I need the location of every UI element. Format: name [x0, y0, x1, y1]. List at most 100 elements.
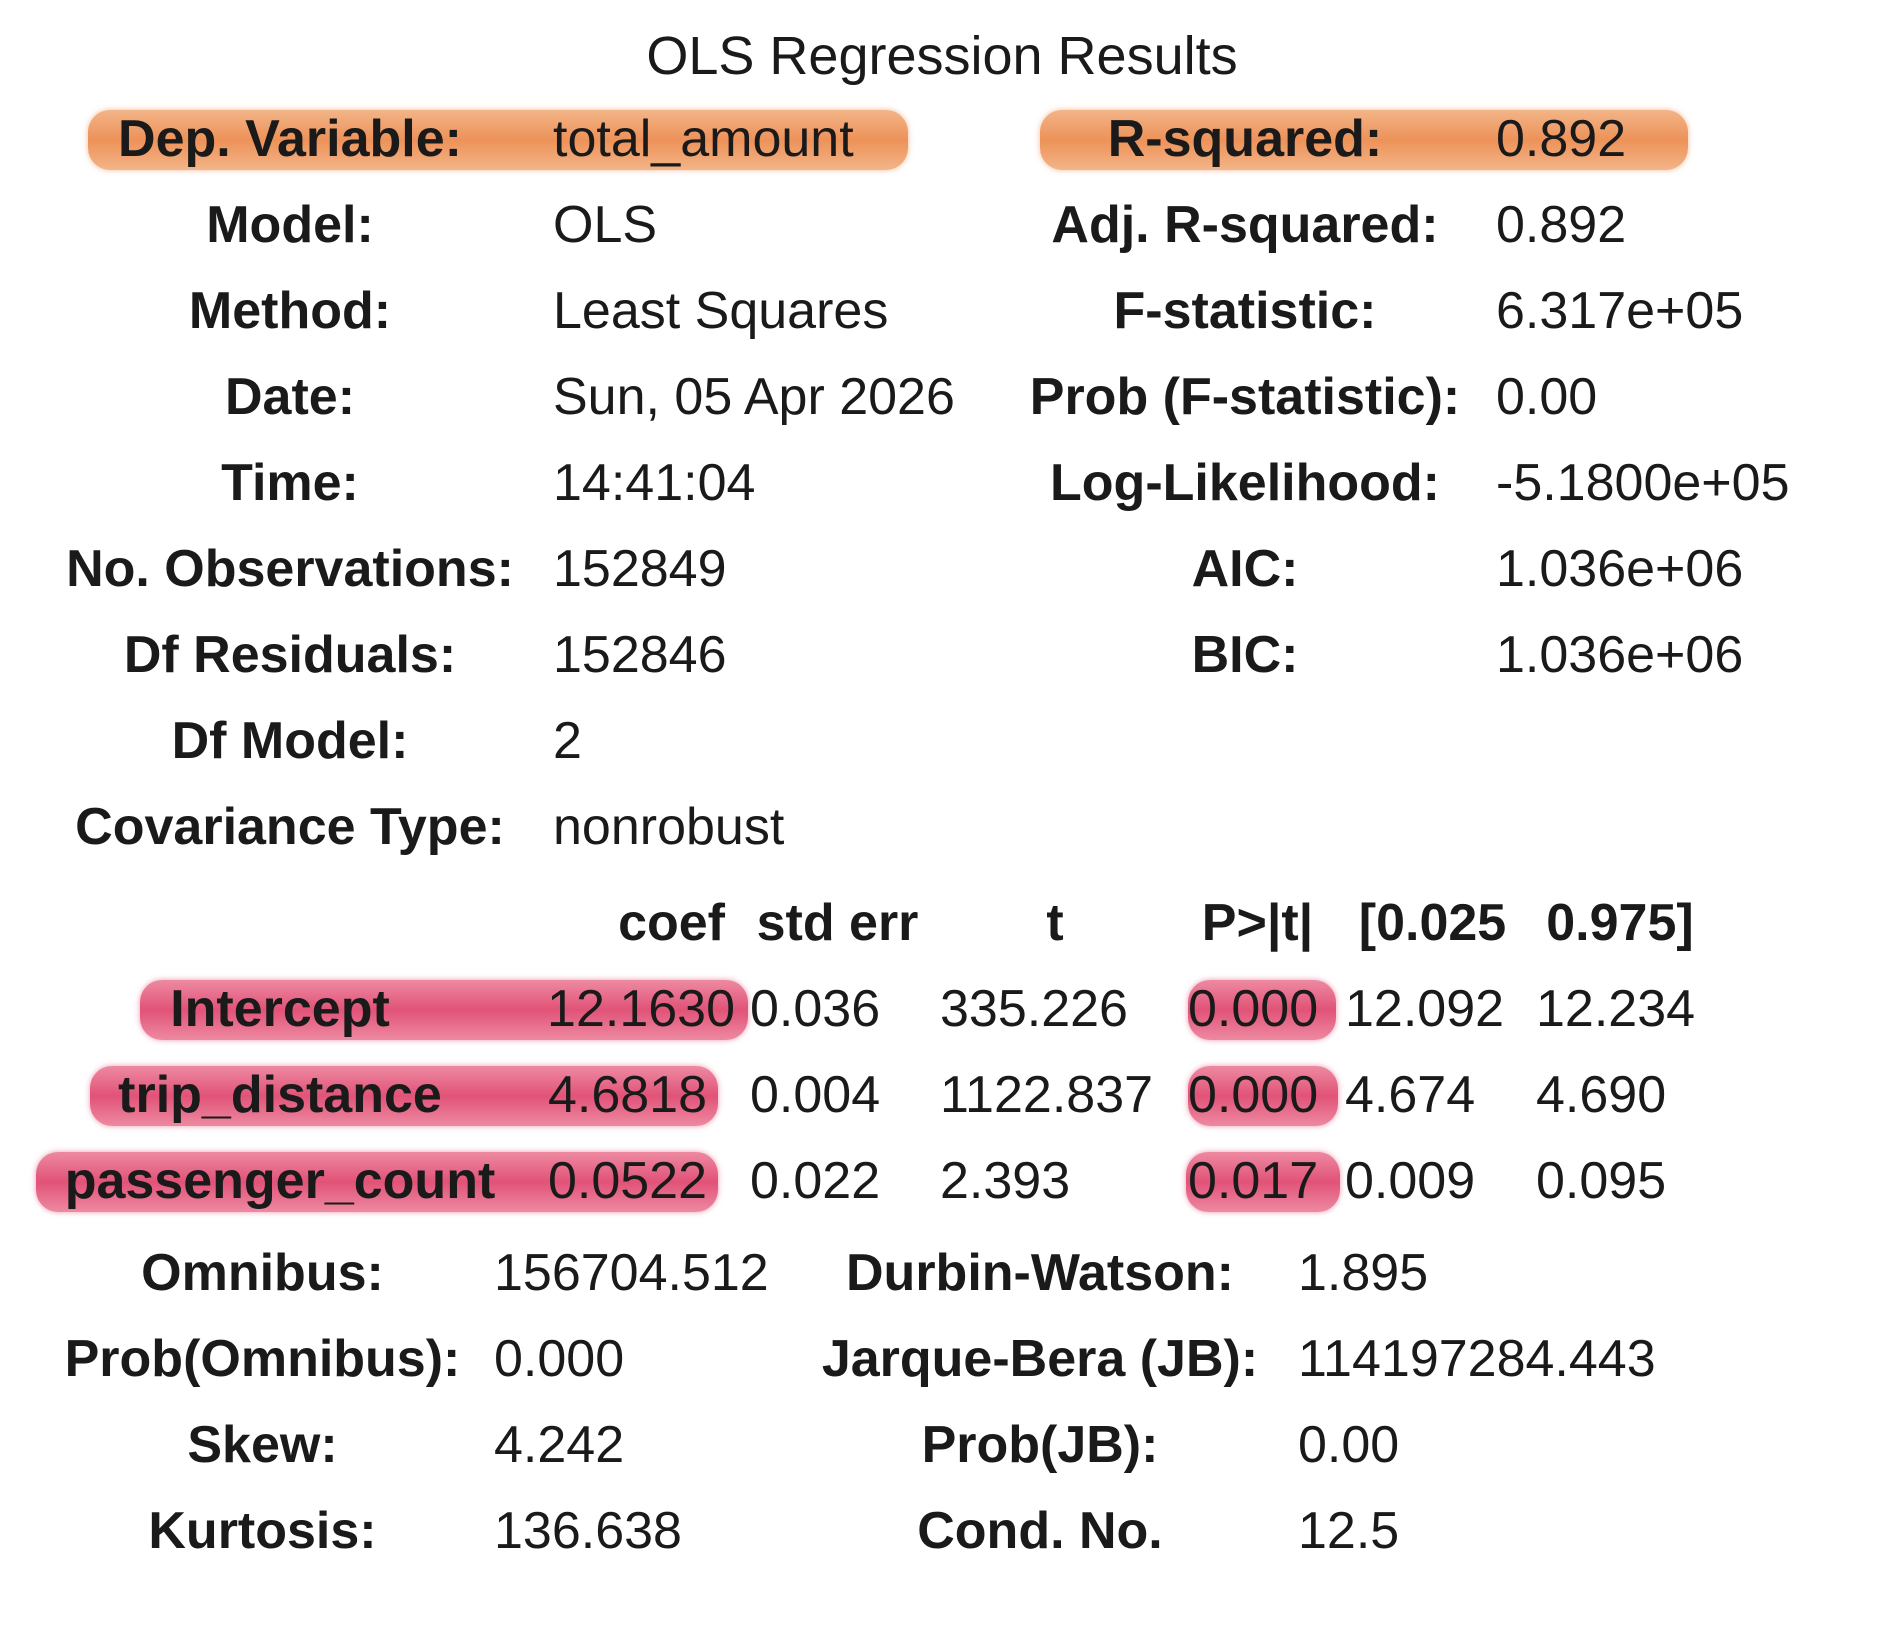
summary-row-4: Date: Sun, 05 Apr 2026 Prob (F-statistic…: [0, 354, 1884, 440]
prob-jb-value: 0.00: [1298, 1416, 1400, 1474]
summary-row-6: No. Observations: 152849 AIC: 1.036e+06: [0, 526, 1884, 612]
highlight-trip-distance-pvalue: [1188, 1066, 1338, 1126]
passenger-count-coef: 0.0522: [547, 1152, 707, 1210]
dep-variable-label: Dep. Variable:: [118, 110, 462, 168]
df-residuals-value: 152846: [553, 626, 727, 684]
method-label: Method:: [188, 282, 392, 340]
no-observations-label: No. Observations:: [66, 540, 514, 598]
cond-no-value: 12.5: [1298, 1502, 1400, 1560]
durbin-watson-value: 1.895: [1298, 1244, 1429, 1302]
summary-row-3: Method: Least Squares F-statistic: 6.317…: [0, 268, 1884, 354]
highlight-intercept-pvalue: [1188, 980, 1336, 1040]
omnibus-value: 156704.512: [494, 1244, 769, 1302]
coef-row-trip-distance: trip_distance 4.6818 0.004 1122.837 0.00…: [0, 1052, 1884, 1138]
std-err-header: std err: [756, 894, 919, 952]
summary-row-8: Df Model: 2: [0, 698, 1884, 784]
time-label: Time:: [221, 454, 359, 512]
coef-header: coef: [618, 894, 725, 952]
r-squared-value: 0.892: [1496, 110, 1627, 168]
bic-label: BIC:: [1191, 626, 1299, 684]
bic-value: 1.036e+06: [1496, 626, 1744, 684]
time-value: 14:41:04: [553, 454, 756, 512]
prob-f-statistic-value: 0.00: [1496, 368, 1598, 426]
covariance-type-value: nonrobust: [553, 798, 785, 856]
f-statistic-value: 6.317e+05: [1496, 282, 1744, 340]
page-title: OLS Regression Results: [646, 26, 1238, 86]
kurtosis-value: 136.638: [494, 1502, 682, 1560]
summary-row-1: Dep. Variable: total_amount R-squared: 0…: [0, 96, 1884, 182]
date-label: Date:: [224, 368, 356, 426]
skew-value: 4.242: [494, 1416, 625, 1474]
durbin-watson-label: Durbin-Watson:: [846, 1244, 1234, 1302]
log-likelihood-label: Log-Likelihood:: [1050, 454, 1440, 512]
date-value: Sun, 05 Apr 2026: [553, 368, 955, 426]
trip-distance-p: 0.000: [1188, 1066, 1319, 1124]
trip-distance-label: trip_distance: [118, 1066, 442, 1124]
jarque-bera-value: 114197284.443: [1298, 1330, 1656, 1388]
highlight-intercept: [140, 980, 748, 1040]
coef-table-header: coef std err t P>|t| [0.025 0.975]: [0, 880, 1884, 966]
highlight-r-squared: [1040, 110, 1688, 170]
ci-low-header: [0.025: [1358, 894, 1507, 952]
df-model-value: 2: [553, 712, 582, 770]
diagnostics-row-2: Prob(Omnibus): 0.000 Jarque-Bera (JB): 1…: [0, 1316, 1884, 1402]
adj-r-squared-label: Adj. R-squared:: [1051, 196, 1439, 254]
trip-distance-t: 1122.837: [940, 1066, 1154, 1124]
summary-row-7: Df Residuals: 152846 BIC: 1.036e+06: [0, 612, 1884, 698]
intercept-label: Intercept: [170, 980, 390, 1038]
adj-r-squared-value: 0.892: [1496, 196, 1627, 254]
highlight-passenger-count: [36, 1152, 718, 1212]
passenger-count-std-err: 0.022: [750, 1152, 881, 1210]
prob-jb-label: Prob(JB):: [921, 1416, 1159, 1474]
diagnostics-row-4: Kurtosis: 136.638 Cond. No. 12.5: [0, 1488, 1884, 1574]
model-label: Model:: [206, 196, 374, 254]
no-observations-value: 152849: [553, 540, 727, 598]
summary-row-2: Model: OLS Adj. R-squared: 0.892: [0, 182, 1884, 268]
coef-row-intercept: Intercept 12.1630 0.036 335.226 0.000 12…: [0, 966, 1884, 1052]
coef-row-passenger-count: passenger_count 0.0522 0.022 2.393 0.017…: [0, 1138, 1884, 1224]
trip-distance-coef: 4.6818: [547, 1066, 707, 1124]
passenger-count-p: 0.017: [1188, 1152, 1319, 1210]
cond-no-label: Cond. No.: [917, 1502, 1163, 1560]
p-value-header: P>|t|: [1201, 894, 1314, 952]
summary-row-9: Covariance Type: nonrobust: [0, 784, 1884, 870]
df-residuals-label: Df Residuals:: [123, 626, 457, 684]
intercept-t: 335.226: [940, 980, 1128, 1038]
prob-omnibus-value: 0.000: [494, 1330, 625, 1388]
prob-omnibus-label: Prob(Omnibus):: [64, 1330, 461, 1388]
trip-distance-ci-high: 4.690: [1536, 1066, 1667, 1124]
intercept-std-err: 0.036: [750, 980, 881, 1038]
f-statistic-label: F-statistic:: [1113, 282, 1377, 340]
method-value: Least Squares: [553, 282, 889, 340]
ci-high-header: 0.975]: [1546, 894, 1694, 952]
aic-value: 1.036e+06: [1496, 540, 1744, 598]
intercept-coef: 12.1630: [547, 980, 735, 1038]
passenger-count-t: 2.393: [940, 1152, 1071, 1210]
aic-label: AIC:: [1191, 540, 1299, 598]
diagnostics-row-3: Skew: 4.242 Prob(JB): 0.00: [0, 1402, 1884, 1488]
trip-distance-std-err: 0.004: [750, 1066, 881, 1124]
prob-f-statistic-label: Prob (F-statistic):: [1029, 368, 1461, 426]
passenger-count-ci-high: 0.095: [1536, 1152, 1667, 1210]
summary-row-5: Time: 14:41:04 Log-Likelihood: -5.1800e+…: [0, 440, 1884, 526]
t-header: t: [1046, 894, 1064, 952]
omnibus-label: Omnibus:: [141, 1244, 384, 1302]
highlight-passenger-count-pvalue: [1186, 1152, 1340, 1212]
intercept-ci-high: 12.234: [1536, 980, 1696, 1038]
kurtosis-label: Kurtosis:: [148, 1502, 377, 1560]
diagnostics-row-1: Omnibus: 156704.512 Durbin-Watson: 1.895: [0, 1230, 1884, 1316]
covariance-type-label: Covariance Type:: [75, 798, 505, 856]
model-value: OLS: [553, 196, 658, 254]
r-squared-label: R-squared:: [1107, 110, 1383, 168]
jarque-bera-label: Jarque-Bera (JB):: [821, 1330, 1259, 1388]
passenger-count-ci-low: 0.009: [1345, 1152, 1476, 1210]
intercept-p: 0.000: [1188, 980, 1319, 1038]
passenger-count-label: passenger_count: [64, 1152, 496, 1210]
df-model-label: Df Model:: [171, 712, 409, 770]
trip-distance-ci-low: 4.674: [1345, 1066, 1476, 1124]
skew-label: Skew:: [187, 1416, 338, 1474]
intercept-ci-low: 12.092: [1345, 980, 1505, 1038]
highlight-dep-variable: [88, 110, 908, 170]
dep-variable-value: total_amount: [553, 110, 854, 168]
